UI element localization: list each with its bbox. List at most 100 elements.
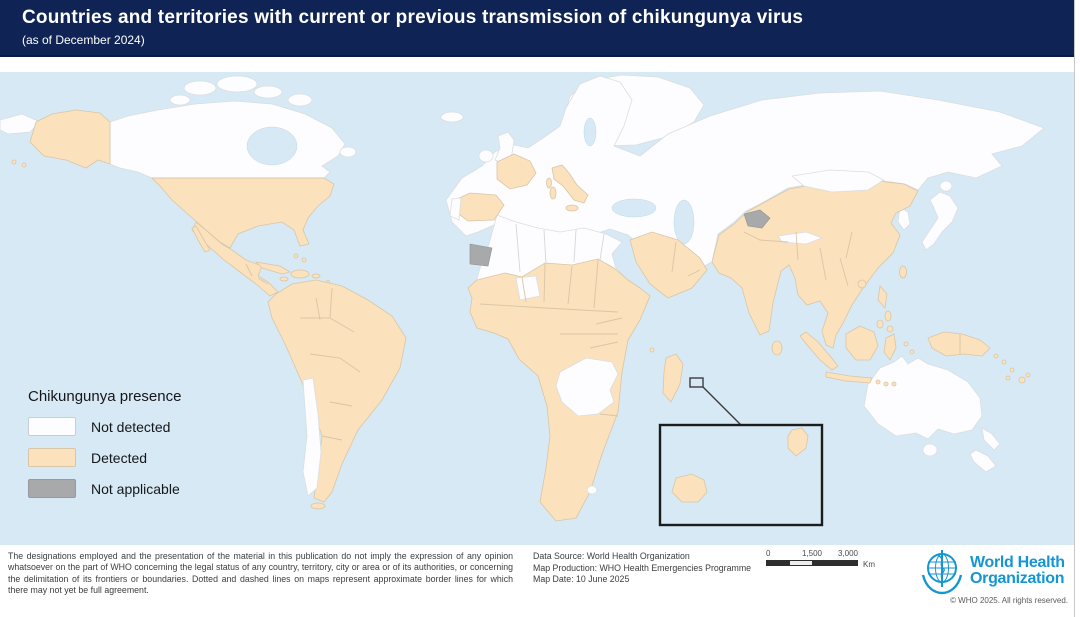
region-southern-africa-notdetected: [555, 357, 619, 417]
lesser-sunda-island: [883, 381, 889, 387]
region-puerto-rico: [311, 273, 321, 279]
scale-bar: 0 1,500 3,000 Km: [766, 549, 886, 569]
scale-bar-segments: [766, 560, 858, 566]
region-sardinia: [549, 186, 557, 200]
black-sea: [611, 198, 657, 218]
arctic-island: [216, 75, 258, 93]
arctic-island: [183, 80, 217, 96]
region-portugal: [449, 197, 462, 221]
scale-tick: 3,000: [837, 549, 858, 558]
region-tierra-del-fuego: [310, 502, 326, 510]
philippines-island: [876, 319, 884, 329]
region-baja-california: [191, 225, 211, 253]
arctic-island: [169, 94, 191, 106]
arctic-island: [253, 85, 283, 99]
region-comoros: [649, 347, 655, 353]
moluccas-island: [909, 349, 915, 355]
legend-label: Not applicable: [91, 480, 180, 497]
region-canada: [109, 100, 346, 179]
aleutian-island: [11, 159, 17, 165]
caspian-sea: [673, 199, 695, 245]
region-sri-lanka: [771, 340, 783, 356]
world-map: [0, 74, 1045, 527]
lesser-sunda-island: [875, 379, 881, 385]
region-tasmania: [922, 443, 938, 457]
arctic-island: [287, 93, 313, 107]
legend-swatch-not-detected: [28, 417, 76, 436]
region-sulawesi: [883, 333, 897, 361]
inset-source-box: [689, 377, 704, 388]
region-lesotho: [586, 485, 598, 495]
solomon-island: [993, 353, 999, 359]
moluccas-island: [903, 341, 909, 347]
bahamas-island: [293, 253, 299, 259]
map-header: Countries and territories with current o…: [0, 0, 1074, 57]
region-borneo: [845, 325, 879, 361]
region-taiwan: [899, 265, 907, 279]
source-block: Data Source: World Health Organization M…: [533, 551, 751, 586]
scale-tick: 0: [766, 549, 771, 558]
legend-label: Detected: [91, 449, 148, 466]
scale-unit: Km: [863, 560, 875, 569]
region-newfoundland: [339, 146, 357, 158]
region-new-guinea: [927, 331, 991, 357]
region-usa: [151, 177, 335, 249]
region-madagascar: [662, 353, 684, 403]
vanuatu-island: [1009, 367, 1015, 373]
region-sicily: [565, 204, 579, 212]
map-production-line: Map Production: WHO Health Emergencies P…: [533, 562, 752, 573]
legend-swatch-detected: [28, 448, 76, 467]
not-applicable-regions: [469, 209, 771, 267]
page-right-margin: [1074, 0, 1080, 617]
inset-indian-ocean-islands: [658, 377, 824, 527]
region-alaska: [29, 109, 111, 169]
region-corsica: [546, 177, 552, 189]
scale-tick: 1,500: [801, 549, 823, 558]
who-emblem-icon: [921, 550, 963, 595]
legend-item-not-applicable: Not applicable: [28, 479, 181, 498]
region-ghana-area: [515, 275, 541, 301]
region-ireland: [478, 149, 494, 163]
solomon-island: [1001, 359, 1007, 365]
who-logo-block: World Health Organization © WHO 2025. Al…: [918, 547, 1068, 605]
bahamas-island: [301, 257, 307, 263]
region-new-zealand-south: [969, 449, 997, 473]
vanuatu-island: [1005, 375, 1011, 381]
hudson-bay: [246, 126, 298, 166]
who-copyright: © WHO 2025. All rights reserved.: [950, 596, 1068, 605]
region-south-america: [267, 279, 407, 503]
aleutian-island: [21, 162, 27, 168]
region-nepal-bhutan: [777, 231, 824, 245]
region-france: [496, 153, 537, 190]
not-detected-overlays: [302, 169, 885, 497]
fiji-island: [1025, 372, 1031, 378]
footer: The designations employed and the presen…: [0, 545, 1080, 617]
region-mongolia: [791, 169, 885, 193]
legend-label: Not detected: [91, 418, 171, 435]
legend-item-detected: Detected: [28, 448, 181, 467]
map-legend: Chikungunya presence Not detected Detect…: [28, 388, 181, 510]
philippines-island: [886, 325, 894, 333]
region-mexico-central-america: [191, 221, 279, 297]
region-cuba: [254, 261, 292, 275]
region-japan: [921, 191, 959, 251]
region-jamaica: [279, 276, 289, 282]
world-map-area: Chikungunya presence Not detected Detect…: [0, 72, 1080, 545]
region-java: [825, 371, 873, 384]
lesser-sunda-island: [891, 381, 897, 387]
region-australia: [863, 355, 983, 440]
philippines-island: [884, 310, 892, 322]
inset-island-reunion: [671, 473, 708, 503]
region-hokkaido: [939, 180, 953, 192]
region-korea: [897, 206, 911, 231]
region-philippines-luzon: [877, 285, 888, 309]
legend-title: Chikungunya presence: [28, 388, 182, 405]
region-new-zealand-north: [981, 427, 1001, 451]
page-title: Countries and territories with current o…: [22, 7, 804, 28]
map-date-line: Map Date: 10 June 2025: [533, 574, 630, 585]
region-italy: [551, 164, 589, 204]
inset-callout-line: [702, 386, 742, 426]
who-logo-text: World Health Organization: [970, 553, 1065, 587]
legend-item-not-detected: Not detected: [28, 417, 181, 436]
